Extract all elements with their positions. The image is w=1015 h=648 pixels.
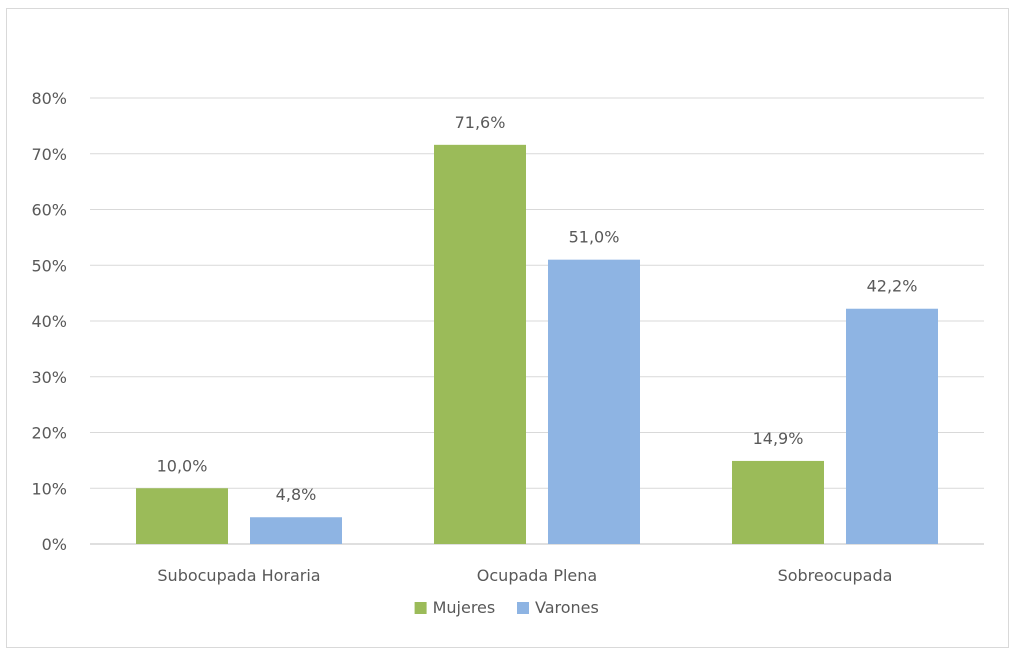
y-tick-label: 0% (42, 535, 67, 554)
bar-mujeres-2 (434, 144, 526, 544)
legend-label-mujeres: Mujeres (433, 598, 496, 617)
x-category-label: Sobreocupada (778, 566, 893, 585)
bar-mujeres-1 (136, 488, 228, 544)
bar-chart: 0% 10% 20% 30% 40% 50% 60% 70% 80% 10,0% 4,8% Suboc… (31, 89, 984, 617)
y-tick-label: 80% (31, 89, 67, 108)
y-tick-label: 10% (31, 479, 67, 498)
bar-varones-2 (548, 259, 640, 544)
legend-swatch-varones (517, 602, 529, 614)
y-tick-label: 50% (31, 256, 67, 275)
y-tick-label: 30% (31, 368, 67, 387)
data-label: 14,9% (753, 429, 804, 448)
bar-mujeres-3 (732, 460, 824, 544)
y-tick-label: 70% (31, 145, 67, 164)
data-label: 10,0% (157, 456, 208, 475)
x-category-label: Ocupada Plena (477, 566, 597, 585)
chart-area: 0% 10% 20% 30% 40% 50% 60% 70% 80% 10,0% 4,8% Suboc… (6, 8, 1009, 648)
data-label: 42,2% (867, 277, 918, 296)
data-label: 51,0% (569, 228, 620, 247)
bar-varones-1 (250, 517, 342, 544)
legend-label-varones: Varones (535, 598, 599, 617)
y-tick-label: 40% (31, 312, 67, 331)
data-label: 4,8% (276, 485, 317, 504)
y-tick-label: 20% (31, 424, 67, 443)
legend-swatch-mujeres (414, 602, 427, 614)
x-category-label: Subocupada Horaria (157, 566, 320, 585)
y-tick-label: 60% (31, 201, 67, 220)
bar-varones-3 (846, 308, 938, 544)
data-label: 71,6% (455, 113, 506, 132)
